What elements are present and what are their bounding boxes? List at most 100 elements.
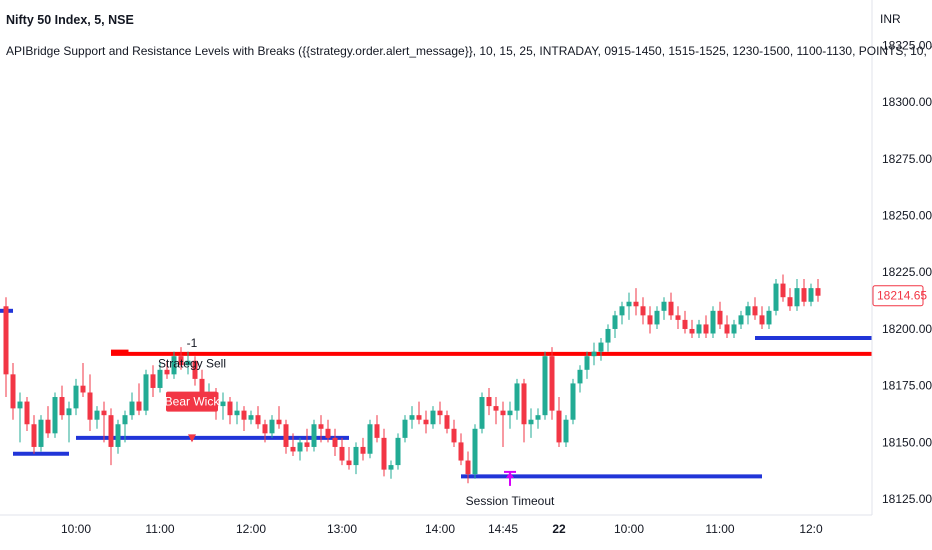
bear-wick-badge — [166, 391, 218, 412]
candle-body — [759, 315, 765, 325]
candle-body — [283, 424, 289, 447]
candle-body — [654, 310, 660, 325]
candle-body — [290, 446, 296, 452]
price-tick-label: 18325.00 — [882, 38, 932, 52]
candle-body — [423, 419, 429, 425]
candle-body — [409, 415, 415, 420]
candle-body — [59, 397, 65, 416]
candle-body — [108, 415, 114, 447]
candle-body — [395, 437, 401, 466]
price-tick-label: 18200.00 — [882, 322, 932, 336]
time-tick-label: 14:00 — [425, 522, 455, 536]
candle-body — [731, 324, 737, 334]
candle-body — [752, 306, 758, 316]
candle-body — [766, 310, 772, 325]
support-resistance-levels — [0, 308, 872, 479]
candle-body — [710, 310, 716, 334]
candle-body — [136, 401, 142, 411]
candle-body — [31, 424, 37, 447]
candle-body — [444, 415, 450, 429]
currency-label: INR — [880, 12, 901, 26]
candle-body — [381, 437, 387, 470]
candle-body — [514, 383, 520, 411]
candle-body — [773, 283, 779, 311]
candle-body — [640, 306, 646, 316]
candle-body — [542, 356, 548, 416]
candle-body — [17, 401, 23, 409]
candle-body — [185, 360, 191, 366]
candle-body — [507, 410, 513, 416]
candle-body — [787, 297, 793, 307]
candle-body — [10, 374, 16, 409]
time-axis[interactable]: 10:00 11:00 12:00 13:00 14:00 14:45 22 10:00 11:… — [0, 514, 872, 536]
candle-body — [346, 460, 352, 466]
time-tick-label: 13:00 — [327, 522, 357, 536]
candle-body — [808, 288, 814, 302]
candle-body — [647, 315, 653, 325]
candle-body — [591, 351, 597, 357]
price-tick-label: 18150.00 — [882, 435, 932, 449]
candle-body — [689, 328, 695, 334]
price-tick-label: 18275.00 — [882, 152, 932, 166]
candle-body — [101, 410, 107, 416]
price-tick-label: 18250.00 — [882, 209, 932, 223]
candle-body — [122, 415, 128, 425]
candle-body — [353, 446, 359, 466]
strategy-sell-label: Strategy Sell — [158, 357, 226, 371]
candle-body — [815, 288, 821, 296]
candle-body — [339, 446, 345, 461]
candle-body — [521, 383, 527, 425]
candle-body — [598, 342, 604, 352]
candle-body — [577, 369, 583, 384]
candlestick-series — [3, 274, 821, 484]
candle-body — [605, 328, 611, 343]
candle-body — [388, 465, 394, 470]
candle-body — [556, 410, 562, 443]
candle-body — [164, 369, 170, 375]
candle-body — [227, 401, 233, 416]
candle-body — [192, 360, 198, 379]
candle-body — [801, 288, 807, 302]
candle-body — [535, 415, 541, 420]
candle-body — [661, 301, 667, 311]
candle-body — [332, 437, 338, 447]
last-price-tag — [872, 285, 924, 307]
price-tick-label: 18225.00 — [882, 265, 932, 279]
candle-body — [619, 306, 625, 316]
time-tick-label: 10:00 — [614, 522, 644, 536]
candle-body — [465, 460, 471, 475]
candle-body — [458, 442, 464, 461]
session-timeout-arrow — [506, 471, 514, 478]
candle-body — [486, 397, 492, 407]
candle-body — [325, 428, 331, 438]
price-tick-label: 18300.00 — [882, 95, 932, 109]
candle-body — [437, 410, 443, 416]
price-axis[interactable]: INR 18125.00 18150.00 18175.00 18200.00 18225… — [871, 0, 932, 515]
candle-body — [73, 385, 79, 409]
candle-body — [780, 283, 786, 298]
candle-body — [157, 369, 163, 388]
time-tick-label: 11:00 — [705, 522, 734, 536]
candle-body — [318, 424, 324, 429]
candle-body — [311, 424, 317, 447]
candle-body — [682, 319, 688, 329]
candle-body — [24, 401, 30, 425]
candle-body — [269, 419, 275, 434]
time-tick-label: 10:00 — [61, 522, 91, 536]
candle-body — [129, 401, 135, 416]
candle-body — [199, 378, 205, 398]
candle-body — [241, 410, 247, 420]
candle-body — [794, 288, 800, 307]
price-tick-label: 18175.00 — [882, 379, 932, 393]
candle-body — [500, 410, 506, 416]
candle-body — [563, 419, 569, 443]
candle-body — [374, 424, 380, 438]
candle-body — [626, 301, 632, 307]
candle-body — [549, 356, 555, 411]
candle-body — [94, 410, 100, 420]
time-tick-label: 11:00 — [145, 522, 174, 536]
candle-body — [717, 310, 723, 325]
candle-body — [738, 315, 744, 325]
candle-body — [451, 428, 457, 443]
